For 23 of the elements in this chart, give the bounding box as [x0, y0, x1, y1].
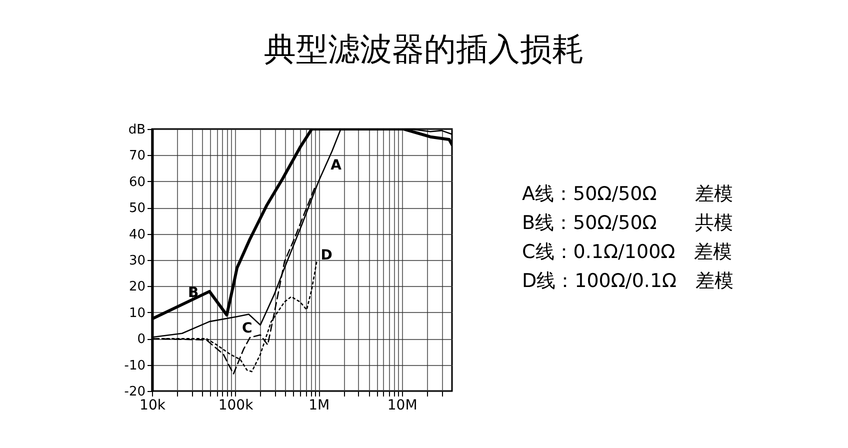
y-tick-label: 30: [128, 254, 146, 268]
y-tick-label: 60: [128, 174, 146, 190]
x-tick-label: 10k: [140, 398, 166, 414]
x-tick-label: 1M: [308, 398, 330, 414]
y-tick-label: 50: [128, 201, 146, 216]
series-label: A: [330, 157, 342, 174]
x-tick-label: 100k: [218, 398, 254, 414]
series-label: D: [320, 248, 332, 264]
text: A线：50Ω/50Ω 差模: [522, 182, 734, 207]
x-tick-label: 10M: [387, 398, 418, 414]
y-tick-label: 0: [137, 332, 146, 348]
series-label: C: [242, 320, 252, 337]
text: D线：100Ω/0.1Ω 差模: [522, 269, 734, 294]
y-tick-label: 10: [128, 306, 146, 321]
y-tick-label: 40: [128, 227, 146, 242]
text: C线：0.1Ω/100Ω 差模: [522, 240, 734, 265]
y-tick-label: 20: [128, 280, 146, 295]
y-tick-label: -10: [124, 358, 146, 374]
chart-title: 典型滤波器的插入损耗: [263, 29, 585, 70]
y-tick-label: -20: [124, 384, 146, 400]
y-tick-label: 70: [128, 148, 146, 164]
y-tick-label: dB: [128, 122, 146, 138]
text: B线：50Ω/50Ω 共模: [522, 211, 734, 236]
